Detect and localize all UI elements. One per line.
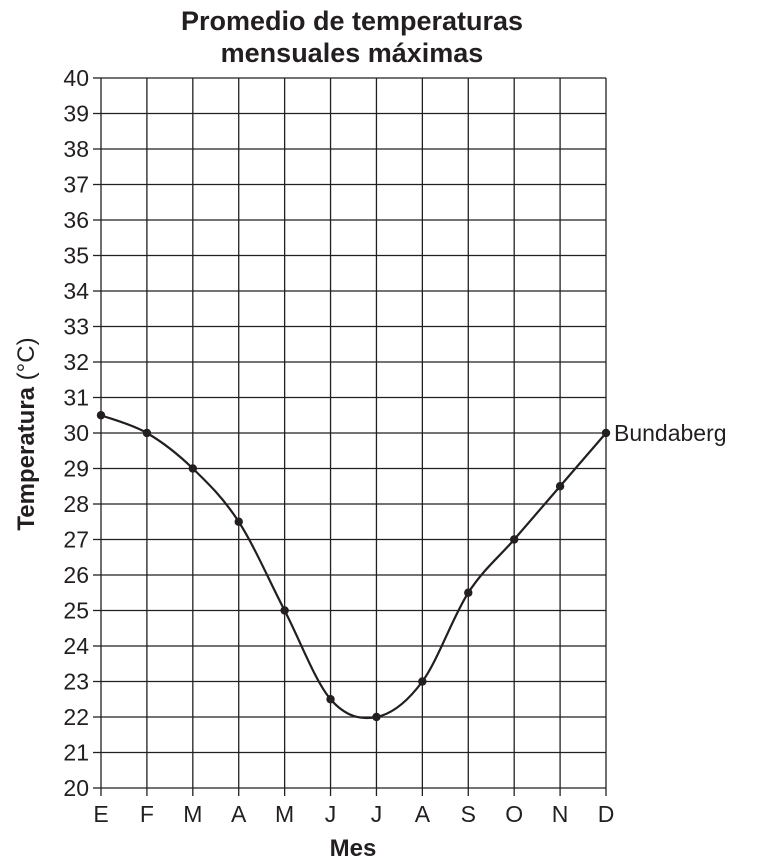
x-tick-label: M	[275, 801, 294, 827]
x-tick-label: D	[598, 801, 615, 827]
data-point	[601, 428, 611, 438]
y-tick-label: 25	[63, 598, 89, 624]
y-tick-labels: 20 21 22 23 24 25 26 27 28 29 30 31 32 33 34 35 36 37 38 39…	[63, 65, 89, 801]
y-tick-label: 32	[63, 349, 89, 375]
grid	[93, 77, 607, 796]
series-group: Bundaberg	[96, 411, 727, 722]
y-tick-label: 30	[63, 420, 89, 446]
y-tick-label: 26	[63, 562, 89, 588]
data-point	[188, 464, 198, 473]
y-tick-label: 33	[63, 314, 89, 340]
y-tick-label: 23	[63, 669, 89, 695]
data-point	[96, 411, 106, 420]
y-tick-label: 38	[63, 136, 89, 162]
y-tick-label: 39	[63, 101, 89, 127]
x-tick-label: M	[183, 801, 202, 827]
x-tick-label: J	[325, 801, 337, 827]
chart-title-line-2: mensuales máximas	[221, 38, 484, 68]
y-tick-label: 22	[63, 704, 89, 730]
x-tick-label: O	[505, 801, 523, 827]
y-tick-label: 24	[63, 633, 89, 659]
data-point	[372, 712, 381, 722]
y-tick-label: 21	[63, 740, 89, 766]
y-tick-label: 34	[63, 278, 89, 304]
y-tick-label: 31	[63, 385, 89, 411]
y-tick-label: 35	[63, 243, 89, 269]
x-tick-label: F	[140, 801, 154, 827]
y-tick-label: 36	[63, 207, 89, 233]
data-point	[142, 428, 152, 438]
y-tick-label: 28	[63, 491, 89, 517]
y-axis-label-text: Temperatura	[13, 386, 40, 530]
x-tick-label: A	[231, 801, 247, 827]
data-point	[280, 606, 289, 615]
x-tick-label: N	[552, 801, 569, 827]
y-tick-label: 40	[63, 65, 89, 91]
y-tick-label: 20	[63, 775, 89, 801]
data-point	[418, 677, 427, 686]
y-axis-label: Temperatura (°C)	[13, 337, 40, 530]
x-axis-label: Mes	[330, 835, 377, 862]
y-tick-label: 29	[63, 456, 89, 482]
x-tick-label: A	[415, 801, 431, 827]
x-tick-label: E	[93, 801, 108, 827]
data-point	[509, 535, 519, 544]
series-line-bundaberg	[100, 414, 607, 720]
data-point	[326, 695, 335, 704]
x-tick-label: J	[371, 801, 383, 827]
series-label-bundaberg: Bundaberg	[614, 420, 727, 446]
y-axis-label-unit: (°C)	[13, 337, 40, 380]
x-tick-label: S	[461, 801, 476, 827]
chart-title-line-1: Promedio de temperaturas	[181, 6, 523, 36]
data-point	[464, 588, 473, 597]
y-tick-label: 27	[63, 527, 89, 553]
data-point	[234, 517, 243, 526]
data-point	[555, 482, 565, 491]
y-tick-label: 37	[63, 172, 89, 198]
